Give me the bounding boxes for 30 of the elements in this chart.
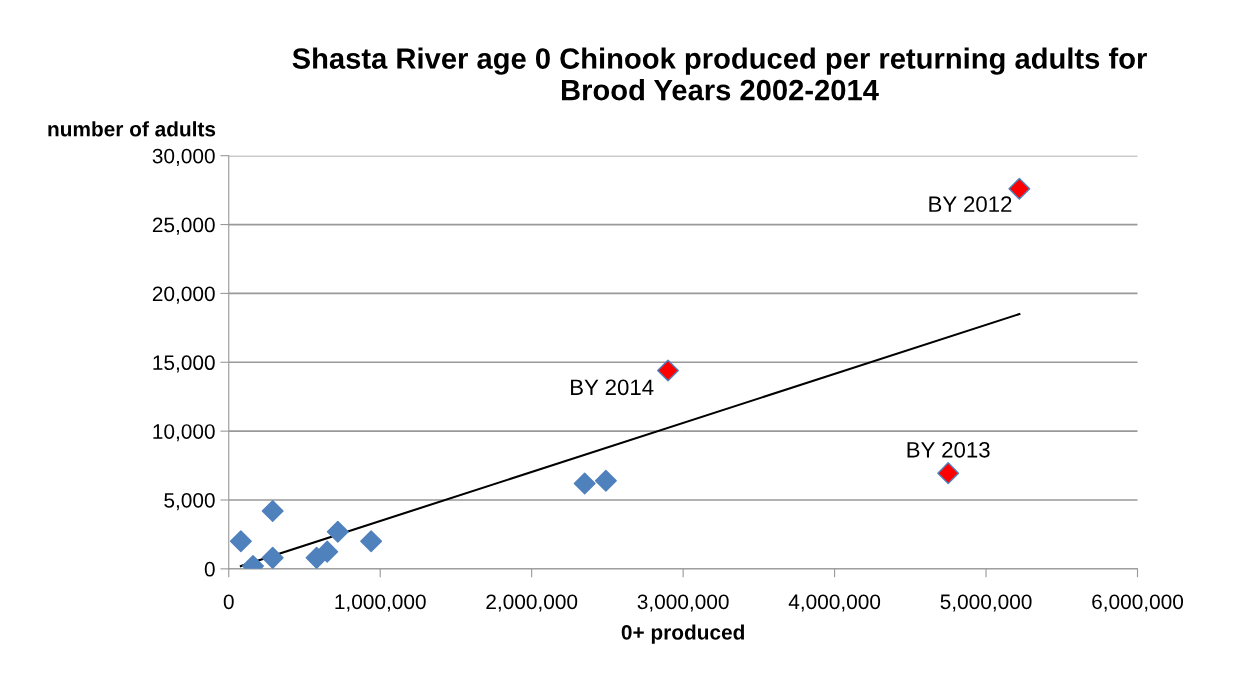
point xyxy=(261,500,284,523)
point xyxy=(229,530,252,553)
annotation: BY 2014 xyxy=(571,379,654,396)
annotation: BY 2013 xyxy=(907,441,990,458)
y-tick-label: 0 xyxy=(204,561,215,577)
x-tick-label: 3,000,000 xyxy=(637,594,729,612)
point xyxy=(326,520,349,543)
y-tick-label: 5,000 xyxy=(164,493,215,511)
y-tick-label: 30,000 xyxy=(152,148,215,166)
point xyxy=(316,540,339,563)
annotation: BY 2012 xyxy=(929,196,1012,213)
point xyxy=(937,462,960,485)
y-tick-label: 10,000 xyxy=(153,424,215,442)
y-axis-title: number of adults xyxy=(48,121,216,137)
x-tick-label: 2,000,000 xyxy=(486,594,578,612)
x-tick-label: 5,000,000 xyxy=(940,594,1032,612)
y-tick-label: 20,000 xyxy=(152,286,215,304)
point xyxy=(261,546,284,569)
point xyxy=(360,530,383,553)
x-tick-label: 0 xyxy=(223,594,234,610)
x-axis-title: 0+ produced xyxy=(621,624,744,644)
point xyxy=(594,469,617,492)
y-tick-label: 15,000 xyxy=(153,355,215,373)
y-tick-label: 25,000 xyxy=(152,217,215,235)
x-tick-label: 4,000,000 xyxy=(788,594,881,612)
point xyxy=(573,472,596,495)
point xyxy=(656,359,679,382)
x-tick-label: 6,000,000 xyxy=(1092,594,1184,612)
x-tick-label: 1,000,000 xyxy=(335,594,426,612)
chart-title: Shasta River age 0 Chinook produced per returning adults for Brood Years 2002-2014 xyxy=(292,47,1147,101)
